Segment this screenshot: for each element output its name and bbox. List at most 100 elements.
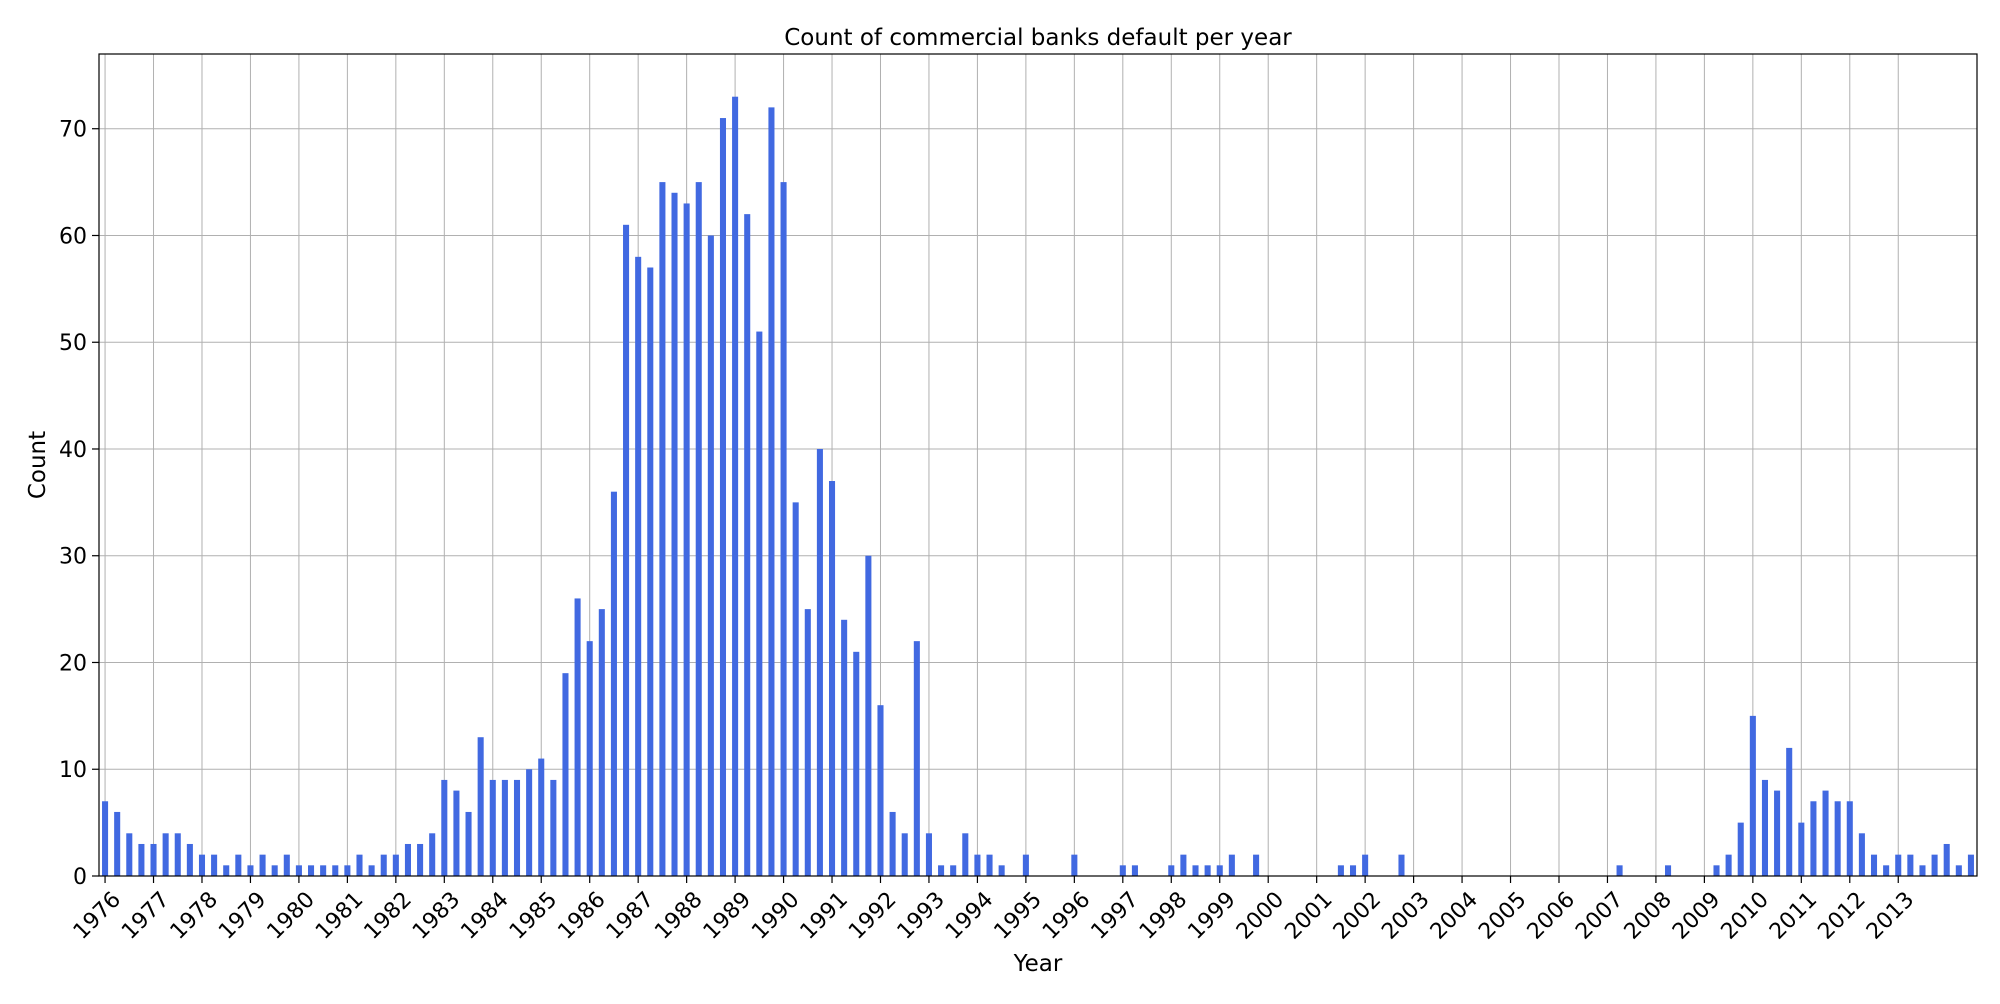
bar: [1822, 790, 1829, 876]
bar: [841, 619, 848, 876]
bar: [501, 779, 508, 876]
bar: [659, 182, 666, 877]
bar: [1749, 715, 1756, 876]
bar: [550, 779, 557, 876]
bar: [211, 854, 218, 876]
bar: [1713, 865, 1720, 876]
bar: [247, 865, 254, 876]
bar: [223, 865, 230, 876]
bar: [707, 235, 714, 876]
bar: [998, 865, 1005, 876]
bar: [138, 843, 145, 876]
bar: [1216, 865, 1223, 876]
bar: [816, 448, 823, 876]
bar: [574, 598, 581, 876]
bar: [1798, 822, 1805, 876]
bar: [429, 833, 436, 876]
bar: [889, 811, 896, 876]
bar: [1398, 854, 1405, 876]
bar: [792, 502, 799, 876]
bar: [1022, 854, 1029, 876]
bar: [1071, 854, 1078, 876]
bar: [271, 865, 278, 876]
bar: [925, 833, 932, 876]
bar: [186, 843, 193, 876]
bar: [417, 843, 424, 876]
bar: [744, 214, 751, 876]
bar: [623, 224, 630, 877]
bar: [610, 491, 617, 876]
plot-frame: [98, 53, 1978, 877]
bar: [259, 854, 266, 876]
bar: [1228, 854, 1235, 876]
bar: [756, 331, 763, 876]
bar: [283, 854, 290, 876]
bar: [1119, 865, 1126, 876]
bar: [962, 833, 969, 876]
bar: [368, 865, 375, 876]
y-tick-label: 10: [59, 758, 87, 783]
bar: [913, 641, 920, 876]
bar: [1955, 865, 1962, 876]
y-tick-label: 20: [59, 651, 87, 676]
bar: [635, 256, 642, 876]
bar: [1943, 843, 1950, 876]
bar: [828, 481, 836, 876]
bar: [1665, 865, 1672, 876]
bar: [477, 737, 484, 876]
bar: [1737, 822, 1744, 876]
bar: [877, 705, 884, 876]
y-tick-label: 40: [59, 438, 87, 463]
bar: [732, 96, 739, 877]
bar: [950, 865, 957, 876]
bar: [1858, 833, 1865, 876]
bar: [1810, 801, 1817, 876]
bar: [526, 769, 533, 876]
bar: [1616, 865, 1623, 876]
bar: [380, 854, 387, 876]
bar: [1725, 854, 1732, 876]
bar: [150, 843, 157, 876]
bar: [1761, 779, 1768, 876]
y-tick-label: 50: [59, 331, 87, 356]
bar: [695, 182, 702, 877]
bar: [465, 811, 472, 876]
bar: [1131, 865, 1138, 876]
bar: [489, 779, 496, 876]
bar: [1349, 865, 1357, 876]
bar: [174, 833, 181, 876]
bar: [1786, 747, 1793, 876]
bar: [1870, 854, 1878, 876]
bar: [1774, 790, 1781, 876]
bar: [404, 843, 411, 876]
bar: [647, 267, 654, 877]
bar: [562, 673, 569, 876]
bar: [102, 801, 109, 876]
y-tick-label: 30: [59, 545, 87, 570]
x-axis-label: Year: [1013, 951, 1063, 977]
bar: [1834, 801, 1841, 876]
bar: [1907, 854, 1914, 876]
y-tick-label: 70: [59, 118, 87, 143]
bar: [598, 609, 605, 876]
bar: [1846, 801, 1853, 876]
bar: [441, 779, 448, 876]
bar: [126, 833, 133, 876]
bar: [392, 854, 399, 876]
y-axis-label: Count: [25, 431, 51, 499]
bar: [986, 854, 993, 876]
bar: [1883, 865, 1890, 876]
bar: [1192, 865, 1199, 876]
bar: [344, 865, 351, 876]
bar: [320, 865, 327, 876]
y-tick-label: 60: [59, 224, 87, 249]
bar: [1204, 865, 1211, 876]
bar: [538, 758, 545, 876]
bar: [768, 107, 775, 876]
bar: [1253, 854, 1260, 876]
bar: [586, 641, 593, 876]
bar: [938, 865, 945, 876]
